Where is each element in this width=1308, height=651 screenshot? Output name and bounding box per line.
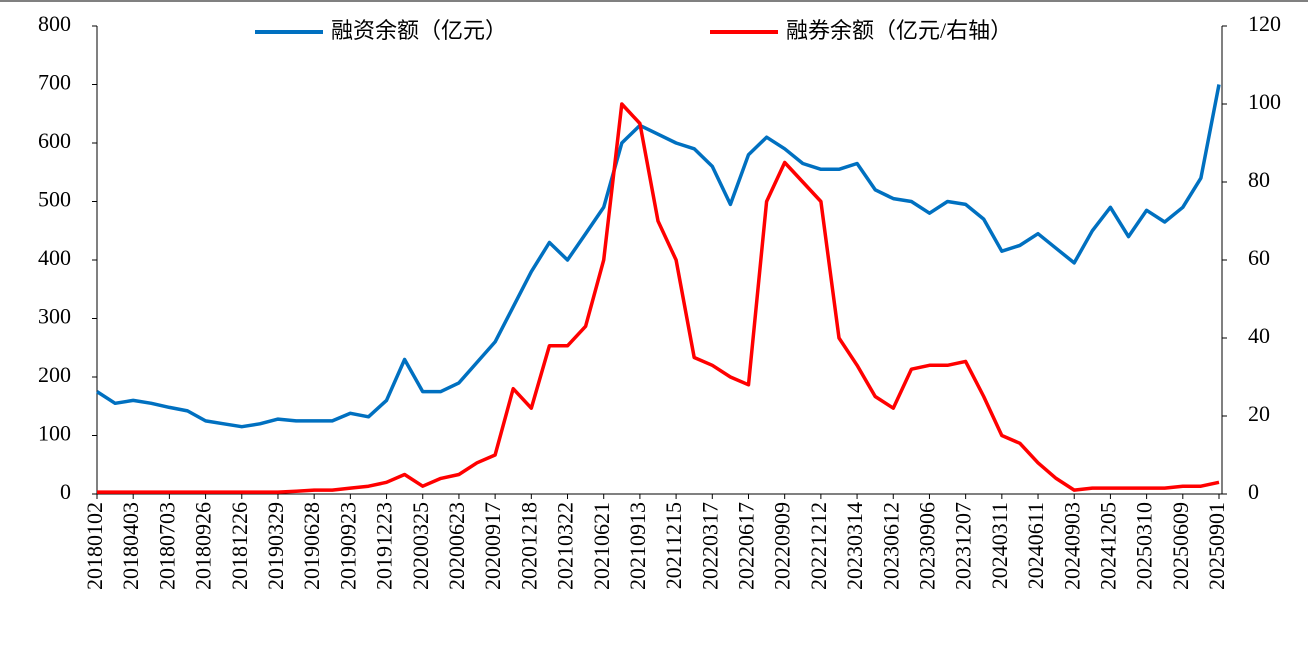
x-tick-label: 20250609: [1168, 502, 1193, 590]
y-tick-label: 0: [60, 479, 71, 504]
y-tick-label: 800: [38, 11, 71, 36]
x-tick-label: 20211215: [661, 502, 686, 589]
x-tick-label: 20200325: [408, 502, 433, 590]
y-tick-label: 200: [38, 362, 71, 387]
x-tick-label: 20250310: [1132, 502, 1157, 590]
x-tick-label: 20190329: [263, 502, 288, 590]
x-tick-label: 20230314: [842, 502, 867, 590]
x-tick-label: 20191223: [372, 502, 397, 590]
x-tick-label: 20180703: [154, 502, 179, 590]
y2-tick-label: 20: [1248, 401, 1270, 426]
y-tick-label: 300: [38, 304, 71, 329]
x-tick-label: 20220617: [734, 502, 759, 590]
y2-tick-label: 80: [1248, 167, 1270, 192]
x-tick-label: 20240611: [1023, 502, 1048, 589]
x-tick-label: 20220909: [770, 502, 795, 590]
y2-tick-label: 60: [1248, 245, 1270, 270]
y-tick-label: 700: [38, 70, 71, 95]
x-tick-label: 20201218: [516, 502, 541, 590]
y2-tick-label: 100: [1248, 89, 1281, 114]
x-tick-label: 20200917: [480, 502, 505, 590]
y2-tick-label: 120: [1248, 11, 1281, 36]
series-line: [97, 102, 1220, 494]
y2-tick-label: 0: [1248, 479, 1259, 504]
x-tick-label: 20180926: [191, 502, 216, 590]
x-tick-label: 20230906: [914, 502, 939, 590]
y2-tick-label: 40: [1248, 323, 1270, 348]
x-tick-label: 20240311: [987, 502, 1012, 589]
x-tick-label: 20190923: [335, 502, 360, 590]
y-tick-label: 600: [38, 128, 71, 153]
x-tick-label: 20180102: [82, 502, 107, 590]
y-tick-label: 500: [38, 187, 71, 212]
legend-label: 融资余额（亿元）: [331, 18, 507, 43]
y-tick-label: 100: [38, 421, 71, 446]
x-tick-label: 20230612: [878, 502, 903, 590]
x-tick-label: 20240903: [1059, 502, 1084, 590]
legend-label: 融券余额（亿元/右轴）: [786, 18, 1012, 43]
x-tick-label: 20231207: [951, 502, 976, 590]
y-tick-label: 400: [38, 245, 71, 270]
x-tick-label: 20250901: [1204, 502, 1229, 590]
x-tick-label: 20181226: [227, 502, 252, 590]
series-line: [96, 84, 1221, 429]
x-tick-label: 20180403: [118, 502, 143, 590]
x-tick-label: 20221212: [806, 502, 831, 590]
x-tick-label: 20210913: [625, 502, 650, 590]
x-tick-label: 20241205: [1095, 502, 1120, 590]
x-tick-label: 20210322: [553, 502, 578, 590]
x-tick-label: 20190628: [299, 502, 324, 590]
x-tick-label: 20220317: [697, 502, 722, 590]
x-tick-label: 20200623: [444, 502, 469, 590]
x-tick-label: 20210621: [589, 502, 614, 590]
